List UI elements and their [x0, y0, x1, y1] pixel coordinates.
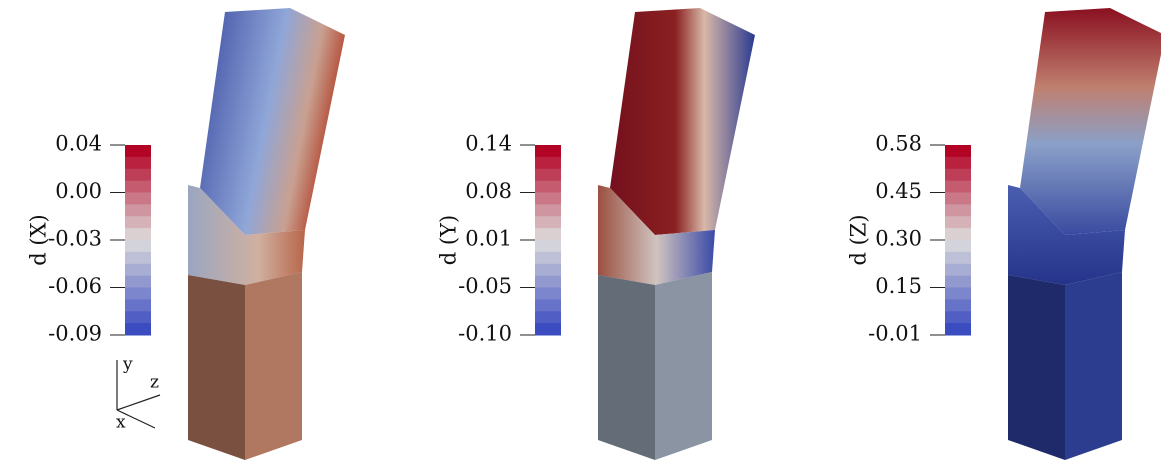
colorbar-swatch	[945, 311, 971, 323]
colorbar-swatch	[945, 204, 971, 216]
colorbar-label: d (Y)	[437, 215, 461, 265]
colorbar-swatch	[125, 181, 151, 193]
colorbar-swatch	[535, 216, 561, 228]
colorbar-swatch	[125, 204, 151, 216]
tick-label: -0.06	[48, 274, 102, 298]
colorbar-swatch	[535, 204, 561, 216]
colorbar-swatch	[125, 169, 151, 181]
column-left-face	[188, 275, 245, 460]
colorbar-swatch	[535, 252, 561, 264]
colorbar-swatch	[125, 276, 151, 288]
colorbar-swatch	[945, 181, 971, 193]
column-right-face	[1065, 272, 1122, 460]
tick-label: -0.03	[48, 227, 102, 251]
colorbar-swatch	[125, 299, 151, 311]
tick-label: -0.09	[48, 322, 102, 346]
tick-label: 0.58	[875, 132, 922, 156]
colorbar-label: d (X)	[27, 214, 51, 265]
tick-label: -0.05	[458, 274, 512, 298]
colorbar-swatch	[125, 157, 151, 169]
figure: d (X) 0.04 0.00 -0.03 -0.06 -0.09 d (Y) 0.14 0.0…	[0, 0, 1161, 460]
colorbar-swatch	[535, 181, 561, 193]
colorbar-swatch	[125, 240, 151, 252]
colorbar-swatch	[535, 288, 561, 300]
colorbar-swatch	[535, 264, 561, 276]
tick-label: 0.14	[465, 132, 512, 156]
tick-label: 0.45	[875, 179, 922, 203]
colorbar-swatch	[125, 228, 151, 240]
axis-arrow	[117, 395, 160, 410]
column-upper	[200, 8, 345, 235]
column-left-face	[1008, 275, 1065, 460]
column-right-face	[245, 272, 302, 460]
column-upper	[1020, 8, 1161, 235]
colorbar-swatch	[535, 276, 561, 288]
column-left-face	[598, 275, 655, 460]
colorbar-swatch	[945, 169, 971, 181]
tick-label: 0.15	[875, 274, 922, 298]
colorbar-swatch	[535, 145, 561, 157]
colorbar-swatch	[945, 228, 971, 240]
colorbar-swatch	[125, 311, 151, 323]
colorbar-swatch	[125, 323, 151, 335]
tick-label: 0.00	[55, 179, 102, 203]
colorbar-swatch	[945, 276, 971, 288]
axes-triad: y z x	[116, 355, 160, 433]
colorbar-swatch	[945, 264, 971, 276]
axis-label: z	[150, 373, 159, 393]
colorbar-swatch	[125, 264, 151, 276]
colorbar-swatch	[945, 323, 971, 335]
colorbar-swatch	[535, 240, 561, 252]
tick-label: 0.01	[465, 227, 512, 251]
panel: d (Y) 0.14 0.08 0.01 -0.05 -0.10	[437, 8, 756, 460]
colorbar-swatch	[125, 216, 151, 228]
colorbar-swatch	[125, 193, 151, 205]
axis-label: y	[122, 355, 133, 375]
colorbar-swatch	[535, 169, 561, 181]
colorbar-swatch	[945, 288, 971, 300]
column-right-face	[655, 272, 712, 460]
colorbar-swatch	[535, 323, 561, 335]
panel: d (Z) 0.58 0.45 0.30 0.15 -0.01	[847, 8, 1161, 460]
column-upper	[610, 8, 755, 235]
colorbar-swatch	[945, 299, 971, 311]
colorbar-swatch	[125, 288, 151, 300]
colorbar-label: d (Z)	[847, 214, 871, 265]
tick-label: 0.04	[55, 132, 102, 156]
colorbar-swatch	[945, 216, 971, 228]
colorbar-swatch	[535, 228, 561, 240]
colorbar-swatch	[535, 299, 561, 311]
tick-label: 0.08	[465, 179, 512, 203]
colorbar-swatch	[535, 157, 561, 169]
tick-label: 0.30	[875, 227, 922, 251]
colorbar-swatch	[535, 311, 561, 323]
axis-label: x	[116, 413, 126, 433]
colorbar-swatch	[945, 157, 971, 169]
colorbar-swatch	[945, 145, 971, 157]
colorbar-swatch	[535, 193, 561, 205]
colorbar-swatch	[945, 252, 971, 264]
colorbar-swatch	[125, 145, 151, 157]
panel: d (X) 0.04 0.00 -0.03 -0.06 -0.09	[27, 8, 346, 460]
colorbar-swatch	[125, 252, 151, 264]
tick-label: -0.01	[868, 322, 922, 346]
tick-label: -0.10	[458, 322, 512, 346]
colorbar-swatch	[945, 193, 971, 205]
colorbar-swatch	[945, 240, 971, 252]
